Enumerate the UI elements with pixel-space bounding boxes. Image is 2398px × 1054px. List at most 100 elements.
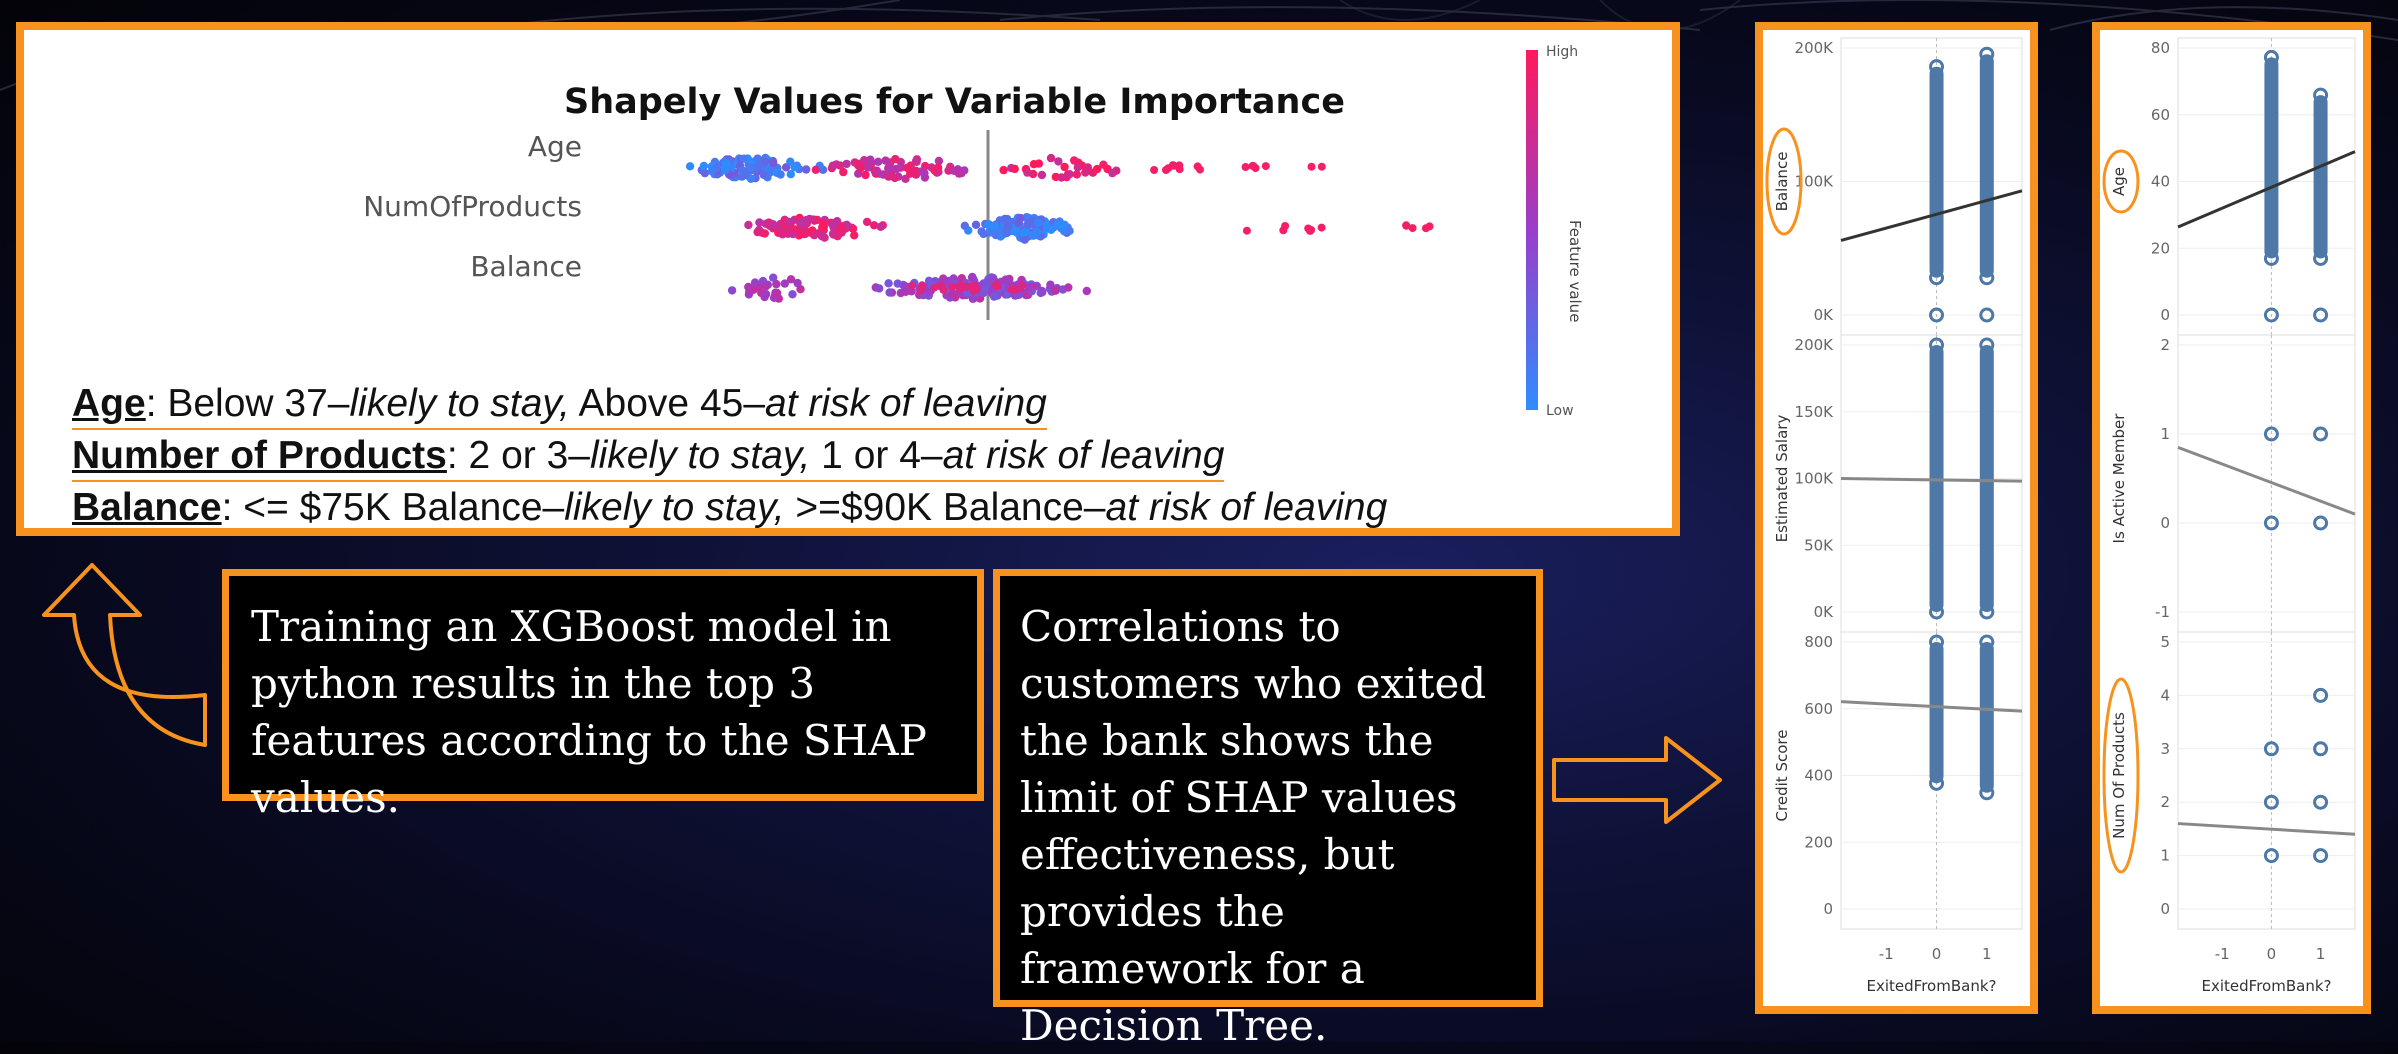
- data-point: [2263, 250, 2279, 266]
- data-point: [2263, 741, 2279, 757]
- training-callout-text: Training an XGBoost model in python resu…: [251, 602, 927, 822]
- shap-dot: [911, 166, 921, 175]
- shap-dot: [1025, 283, 1034, 292]
- shap-dot: [1029, 160, 1039, 169]
- data-point: [1929, 775, 1945, 791]
- y-tick-label: 200K: [1795, 39, 1835, 57]
- y-tick-label: 0: [2160, 306, 2170, 324]
- data-point: [2313, 426, 2329, 442]
- shap-dot: [866, 155, 875, 164]
- shap-dot: [1046, 280, 1055, 289]
- shap-dot: [933, 163, 943, 172]
- shap-dot: [960, 221, 969, 230]
- shap-dot: [810, 230, 819, 240]
- shap-dot: [721, 159, 731, 168]
- shap-dot: [839, 167, 848, 177]
- shap-dot: [753, 154, 762, 163]
- shap-dot: [1193, 162, 1202, 171]
- shap-dot: [755, 218, 764, 227]
- x-tick-label: -1: [1879, 945, 1894, 963]
- finding-age-name: Age: [72, 382, 146, 425]
- y-tick-label: 2: [2160, 336, 2170, 354]
- data-point: [1979, 604, 1995, 620]
- shap-dot: [990, 221, 1000, 230]
- x-axis-title: ExitedFromBank?: [1867, 977, 1997, 995]
- shap-dot: [1051, 286, 1060, 295]
- shap-dot: [1108, 168, 1117, 178]
- finding-underline: [72, 480, 1225, 482]
- colorbar-axis-label: Feature value: [1566, 220, 1584, 323]
- shap-dot: [900, 281, 909, 291]
- point-column: [2264, 57, 2279, 259]
- data-point: [1979, 46, 1995, 62]
- data-point: [1979, 270, 1995, 286]
- feature-label-numofproducts: NumOfProducts: [363, 190, 582, 223]
- data-point: [1929, 307, 1945, 323]
- shap-dot: [769, 158, 778, 168]
- shap-dot: [890, 173, 899, 183]
- shap-dot: [1082, 286, 1091, 296]
- shap-dot: [741, 170, 750, 179]
- shap-dot: [844, 222, 853, 231]
- shap-dot: [902, 163, 912, 172]
- finding-balance-name: Balance: [72, 486, 222, 529]
- finding-underline: [72, 428, 1047, 430]
- y-tick-label: 200: [1804, 833, 1833, 851]
- shap-dot: [1083, 163, 1092, 172]
- shap-dot: [884, 279, 893, 288]
- shap-dot: [1002, 228, 1011, 237]
- shap-dot: [796, 218, 806, 227]
- shap-dot: [836, 161, 845, 170]
- shap-dot: [930, 283, 939, 292]
- shap-dot: [1150, 166, 1159, 174]
- shap-dot: [1162, 166, 1170, 174]
- shap-dot: [893, 279, 902, 288]
- y-tick-label: 0: [2160, 514, 2170, 532]
- highlight-circle: [1765, 127, 1803, 236]
- shap-dot: [790, 225, 800, 234]
- shap-dot: [818, 220, 828, 229]
- shap-dot: [1060, 162, 1069, 172]
- y-axis-title: Is Active Member: [2110, 413, 2128, 544]
- point-column: [1929, 66, 1944, 278]
- trend-line: [1840, 700, 2023, 713]
- y-tick-label: 5: [2160, 633, 2170, 651]
- shap-dot: [885, 288, 894, 297]
- y-tick-label: -1: [2155, 603, 2170, 621]
- data-point: [2313, 515, 2329, 531]
- shap-dot: [746, 163, 755, 173]
- shap-dot: [916, 286, 925, 295]
- finding-underline: [72, 532, 1388, 534]
- shap-dot: [907, 287, 916, 296]
- shap-dot: [1059, 220, 1068, 230]
- data-point: [1929, 634, 1945, 650]
- colorbar-low-label: Low: [1546, 403, 1574, 419]
- data-point: [2313, 307, 2329, 323]
- trend-line: [2177, 445, 2356, 516]
- shap-dot: [1408, 224, 1417, 233]
- point-column: [1929, 642, 1944, 784]
- shap-dot: [1046, 153, 1056, 163]
- shap-dot: [786, 275, 796, 284]
- data-point: [1929, 337, 1945, 353]
- subplot-frame: [2177, 631, 2356, 930]
- y-tick-label: 100K: [1795, 173, 1835, 191]
- x-tick-label: 0: [1932, 945, 1942, 963]
- shap-dot: [1317, 223, 1326, 232]
- data-point: [2263, 426, 2279, 442]
- shap-dot: [739, 154, 748, 163]
- shap-dot: [862, 217, 872, 227]
- shap-dot: [700, 168, 710, 178]
- shap-dot: [1072, 170, 1082, 179]
- shap-dot: [884, 164, 893, 173]
- shap-dot: [1073, 163, 1082, 172]
- shap-dot: [870, 221, 879, 230]
- correlation-callout: Correlations to customers who exited the…: [993, 569, 1543, 1050]
- shap-dot: [1046, 225, 1056, 234]
- y-tick-label: 100K: [1795, 470, 1835, 488]
- data-point: [2313, 741, 2329, 757]
- shap-dot: [1307, 162, 1316, 171]
- shap-dot: [790, 163, 799, 172]
- y-axis-title: Balance: [1773, 152, 1791, 212]
- shap-dot: [968, 282, 977, 291]
